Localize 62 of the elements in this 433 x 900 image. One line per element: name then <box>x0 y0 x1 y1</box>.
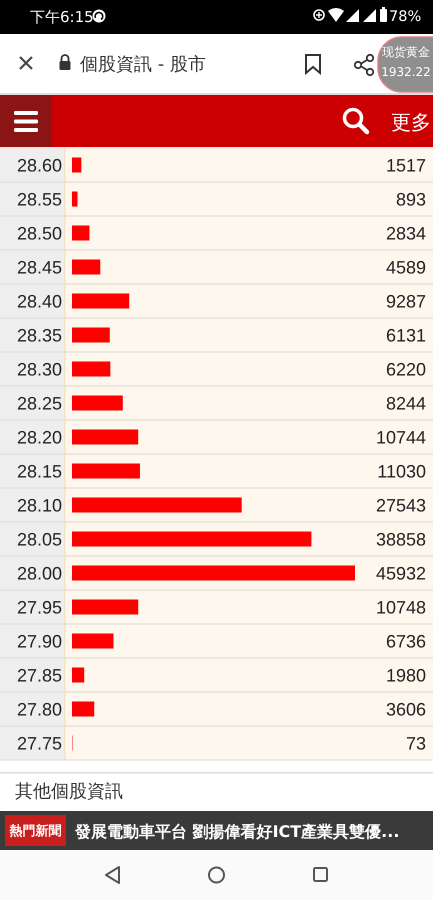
y-tick-label: 27.90 <box>16 631 62 652</box>
data-label: 10748 <box>376 597 426 618</box>
y-tick-label: 27.75 <box>16 733 62 754</box>
bar <box>72 532 312 546</box>
data-label: 6131 <box>386 325 426 346</box>
text: 更多 <box>391 110 431 134</box>
data-label: 1517 <box>386 155 426 176</box>
text: 1932.22 <box>381 65 431 79</box>
text: 其他個股資訊 <box>15 781 123 802</box>
text: 熱門新聞 <box>8 823 62 839</box>
bar <box>72 668 84 682</box>
y-tick-label: 28.30 <box>16 359 62 380</box>
y-tick-label: 28.40 <box>16 291 62 312</box>
data-label: 8244 <box>386 393 426 414</box>
bar <box>72 634 114 648</box>
bar <box>72 226 90 240</box>
y-tick-label: 27.85 <box>16 665 62 686</box>
data-label: 893 <box>396 189 426 210</box>
bar <box>72 294 130 308</box>
y-tick-label: 28.10 <box>16 495 62 516</box>
data-label: 1980 <box>386 665 426 686</box>
text: 下午6:15 <box>30 8 94 26</box>
y-tick-label: 28.05 <box>16 529 62 550</box>
text: 個股資訊 - 股市 <box>80 54 206 75</box>
bar <box>72 600 138 614</box>
data-label: 10744 <box>376 427 426 448</box>
bar <box>72 430 138 444</box>
text: 现货黄金 <box>382 45 430 59</box>
y-tick-label: 28.35 <box>16 325 62 346</box>
data-label: 4589 <box>386 257 426 278</box>
y-tick-label: 28.45 <box>16 257 62 278</box>
y-tick-label: 28.20 <box>16 427 62 448</box>
data-label: 2834 <box>386 223 426 244</box>
y-tick-label: 28.00 <box>16 563 62 584</box>
bar <box>72 362 110 376</box>
bar <box>72 396 123 410</box>
bar <box>72 702 94 716</box>
y-tick-label: 28.15 <box>16 461 62 482</box>
y-tick-label: 28.60 <box>16 155 62 176</box>
bar <box>72 328 110 342</box>
y-tick-label: 28.25 <box>16 393 62 414</box>
data-label: 9287 <box>386 291 426 312</box>
data-label: 3606 <box>386 699 426 720</box>
bar <box>72 464 140 478</box>
y-tick-label: 28.50 <box>16 223 62 244</box>
y-tick-label: 28.55 <box>16 189 62 210</box>
data-label: 73 <box>406 733 426 754</box>
data-label: 45932 <box>376 563 426 584</box>
text: 78% <box>389 9 422 25</box>
data-label: 27543 <box>376 495 426 516</box>
y-tick-label: 27.95 <box>16 597 62 618</box>
bar <box>72 192 78 206</box>
y-tick-label: 27.80 <box>16 699 62 720</box>
bar <box>72 566 355 580</box>
bar <box>72 260 100 274</box>
bar <box>72 498 242 512</box>
data-label: 38858 <box>376 529 426 550</box>
data-label: 6220 <box>386 359 426 380</box>
data-label: 6736 <box>386 631 426 652</box>
text: 發展電動車平台 劉揚偉看好ICT產業具雙優... <box>74 822 400 841</box>
bar <box>72 158 82 172</box>
data-label: 11030 <box>377 461 426 482</box>
